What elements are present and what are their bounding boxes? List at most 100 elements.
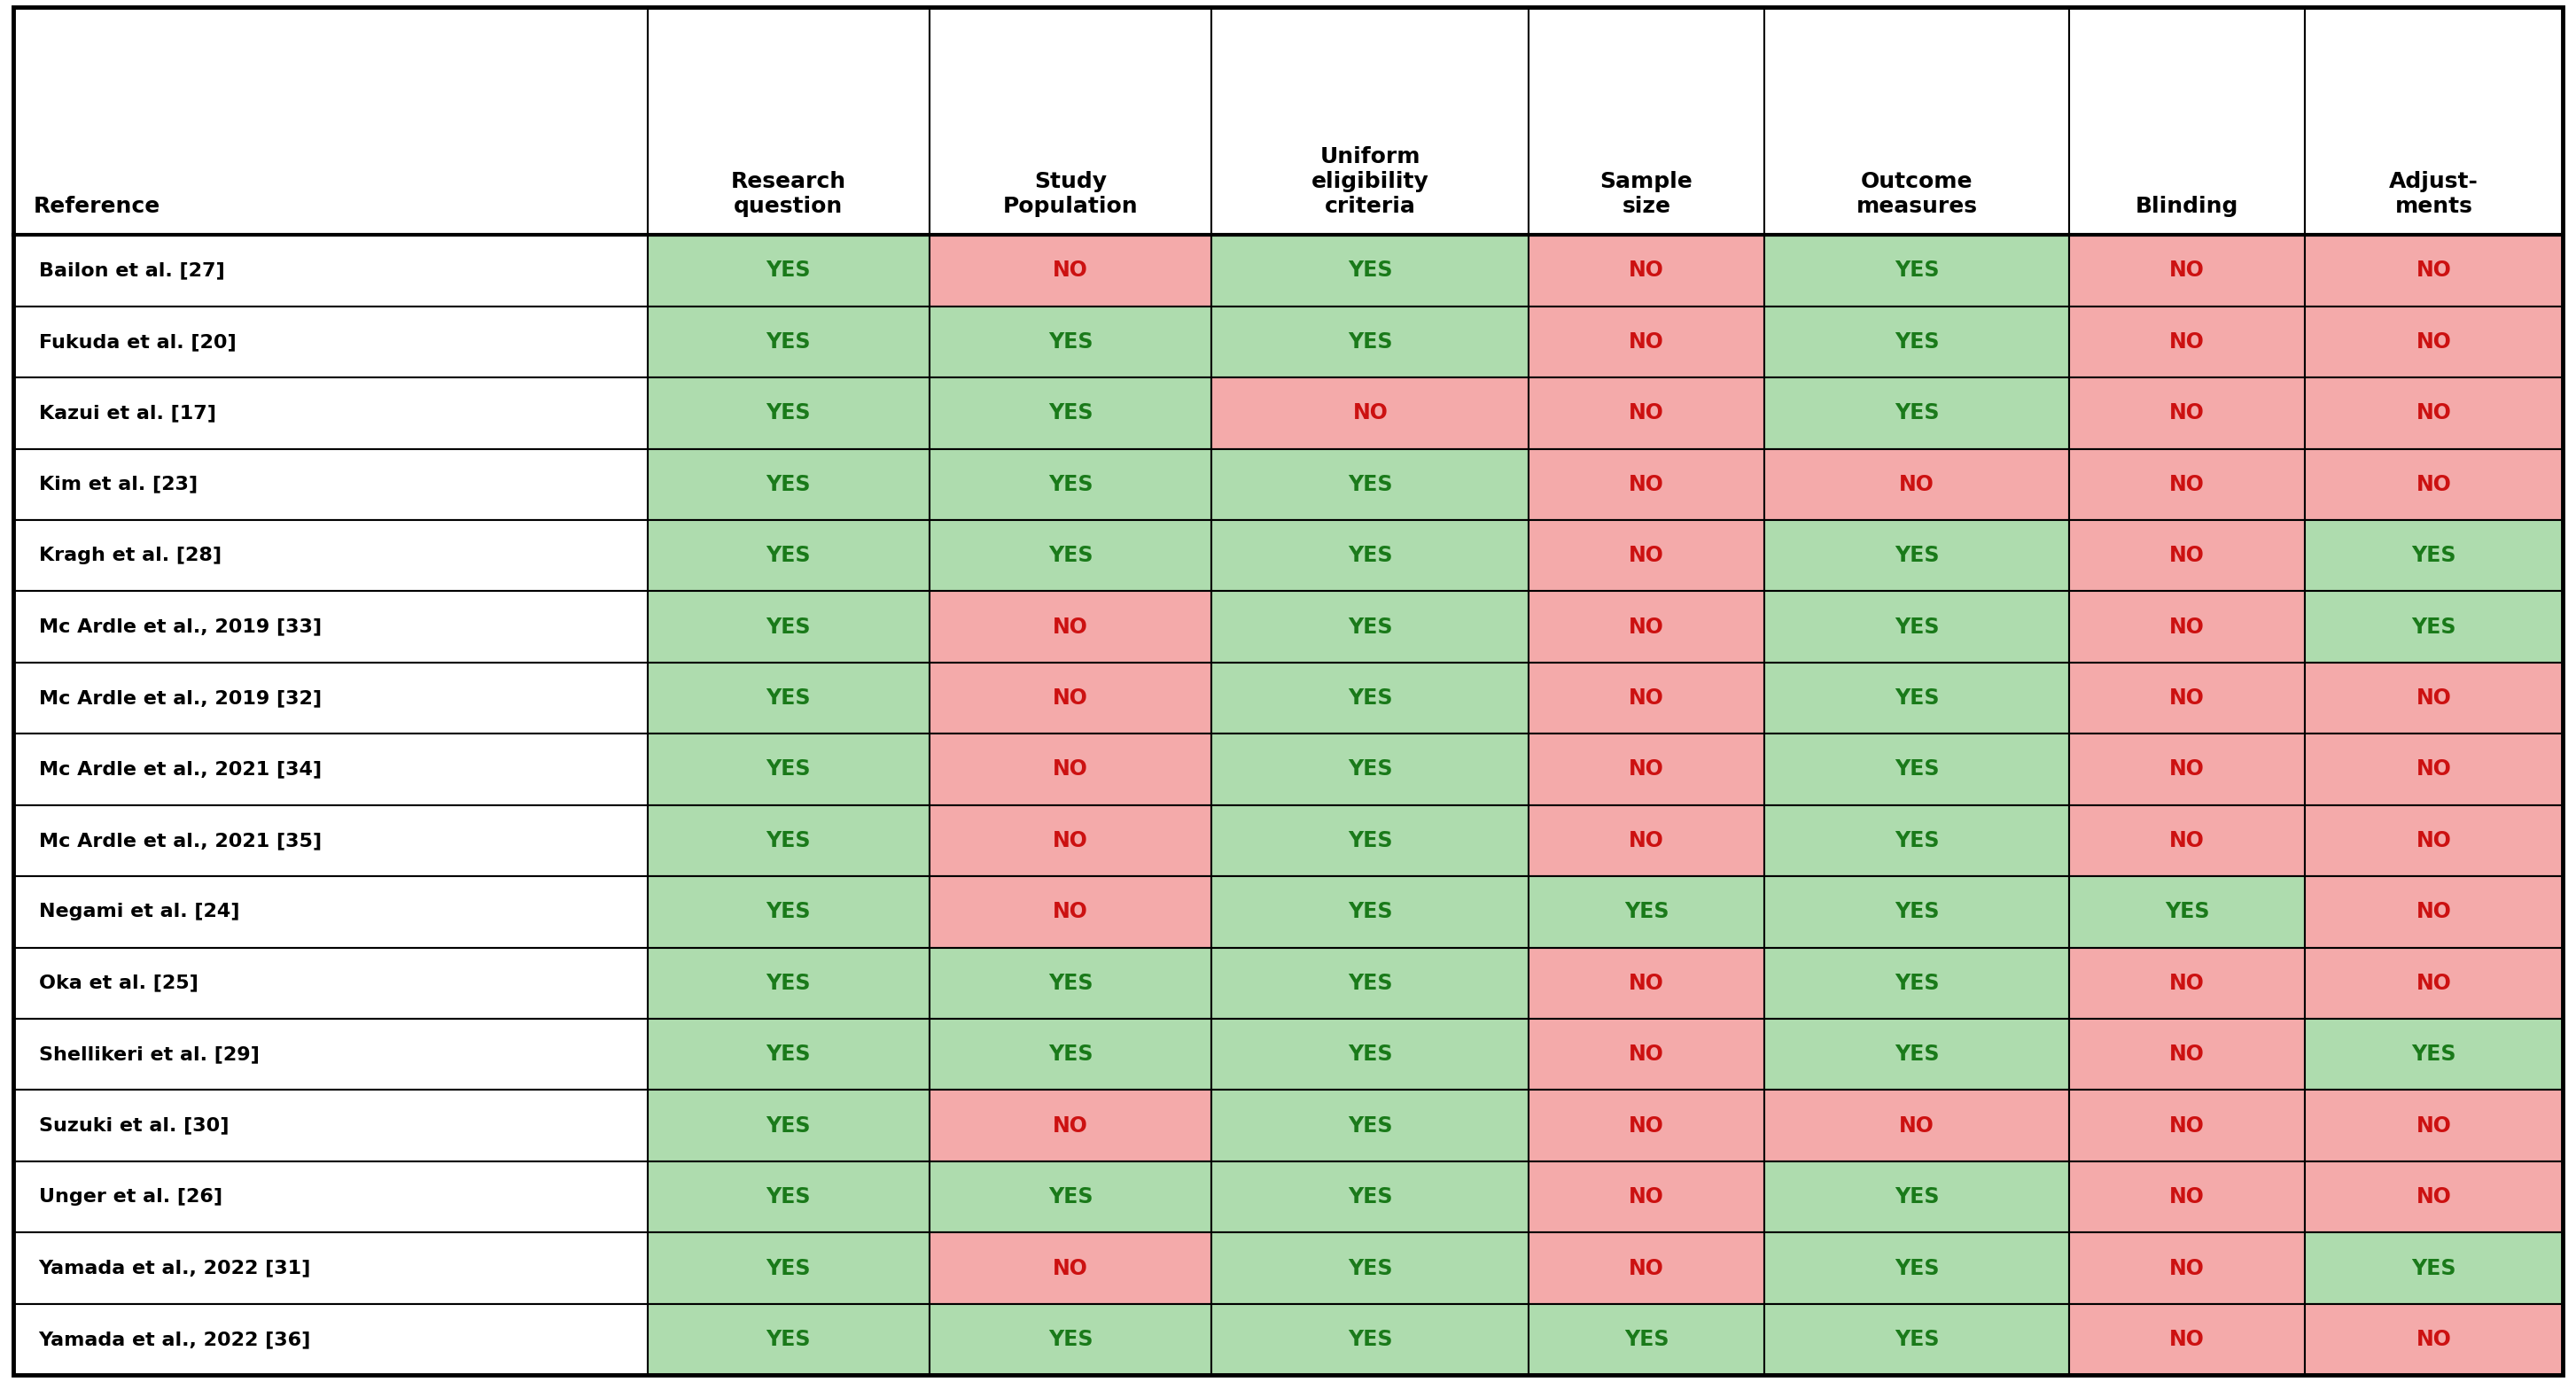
Text: YES: YES <box>1347 831 1394 851</box>
Bar <box>2306 1090 2563 1161</box>
Bar <box>1211 591 1530 662</box>
Text: YES: YES <box>1893 1258 1940 1278</box>
Bar <box>2306 591 2563 662</box>
Text: NO: NO <box>2416 1329 2452 1350</box>
Bar <box>1211 1303 1530 1375</box>
Text: NO: NO <box>2169 831 2205 851</box>
Bar <box>1211 1233 1530 1303</box>
Bar <box>930 377 1211 449</box>
Bar <box>647 7 930 235</box>
Text: YES: YES <box>765 1043 811 1066</box>
Text: Mc Ardle et al., 2019 [33]: Mc Ardle et al., 2019 [33] <box>39 618 322 636</box>
Bar <box>1530 1090 1765 1161</box>
Bar <box>2306 235 2563 307</box>
Text: NO: NO <box>2416 1186 2452 1208</box>
Text: YES: YES <box>765 831 811 851</box>
Bar <box>930 520 1211 591</box>
Bar <box>1211 307 1530 377</box>
Text: NO: NO <box>1628 474 1664 495</box>
Bar <box>647 1019 930 1090</box>
Bar <box>2306 806 2563 876</box>
Text: YES: YES <box>765 1115 811 1136</box>
Text: YES: YES <box>1347 545 1394 567</box>
Bar <box>13 7 647 235</box>
Bar <box>930 806 1211 876</box>
Bar <box>1530 1161 1765 1233</box>
Text: Adjust-
ments: Adjust- ments <box>2388 171 2478 217</box>
Bar <box>1530 307 1765 377</box>
Bar <box>2306 876 2563 948</box>
Text: Bailon et al. [27]: Bailon et al. [27] <box>39 261 224 279</box>
Bar <box>2306 1019 2563 1090</box>
Bar <box>1530 520 1765 591</box>
Bar <box>2069 734 2306 806</box>
Text: NO: NO <box>2416 402 2452 424</box>
Bar <box>1765 806 2069 876</box>
Text: YES: YES <box>765 332 811 352</box>
Text: NO: NO <box>2416 831 2452 851</box>
Bar <box>1211 449 1530 520</box>
Text: YES: YES <box>1347 759 1394 779</box>
Bar <box>647 520 930 591</box>
Text: YES: YES <box>765 474 811 495</box>
Bar <box>1211 377 1530 449</box>
Text: NO: NO <box>1628 1186 1664 1208</box>
Text: Fukuda et al. [20]: Fukuda et al. [20] <box>39 333 237 351</box>
Text: YES: YES <box>1048 1329 1092 1350</box>
Text: Shellikeri et al. [29]: Shellikeri et al. [29] <box>39 1046 260 1063</box>
Text: Blinding: Blinding <box>2136 196 2239 217</box>
Text: NO: NO <box>2169 1186 2205 1208</box>
Bar <box>930 1090 1211 1161</box>
Bar <box>1211 1161 1530 1233</box>
Bar <box>1530 1019 1765 1090</box>
Bar <box>930 1303 1211 1375</box>
Bar <box>1765 1161 2069 1233</box>
Text: NO: NO <box>2416 260 2452 281</box>
Text: YES: YES <box>1347 616 1394 637</box>
Bar <box>2069 7 2306 235</box>
Text: YES: YES <box>2411 545 2458 567</box>
Text: YES: YES <box>2164 901 2210 923</box>
Bar <box>930 876 1211 948</box>
Text: NO: NO <box>1628 831 1664 851</box>
Bar <box>2069 1019 2306 1090</box>
Text: NO: NO <box>2169 474 2205 495</box>
Text: YES: YES <box>765 687 811 709</box>
Text: YES: YES <box>1893 973 1940 994</box>
Bar <box>1530 1233 1765 1303</box>
Bar <box>13 1303 647 1375</box>
Text: NO: NO <box>2416 759 2452 779</box>
Text: YES: YES <box>1048 1186 1092 1208</box>
Bar <box>1530 734 1765 806</box>
Text: NO: NO <box>1054 831 1087 851</box>
Bar <box>930 1161 1211 1233</box>
Text: NO: NO <box>1054 260 1087 281</box>
Bar <box>2306 1161 2563 1233</box>
Text: Reference: Reference <box>33 196 160 217</box>
Text: NO: NO <box>1628 402 1664 424</box>
Text: YES: YES <box>765 1258 811 1278</box>
Bar <box>930 449 1211 520</box>
Bar <box>930 1233 1211 1303</box>
Bar <box>647 591 930 662</box>
Text: NO: NO <box>2169 260 2205 281</box>
Text: NO: NO <box>1628 260 1664 281</box>
Bar <box>647 876 930 948</box>
Text: NO: NO <box>1054 1115 1087 1136</box>
Bar <box>13 1161 647 1233</box>
Bar <box>1211 662 1530 734</box>
Text: NO: NO <box>1054 687 1087 709</box>
Text: YES: YES <box>1893 1043 1940 1066</box>
Text: YES: YES <box>2411 1043 2458 1066</box>
Bar <box>2306 734 2563 806</box>
Bar <box>1765 1090 2069 1161</box>
Bar <box>1765 235 2069 307</box>
Bar <box>13 662 647 734</box>
Bar <box>930 591 1211 662</box>
Text: Kazui et al. [17]: Kazui et al. [17] <box>39 404 216 422</box>
Bar <box>13 1019 647 1090</box>
Bar <box>1765 449 2069 520</box>
Bar <box>1765 948 2069 1019</box>
Text: Research
question: Research question <box>732 171 845 217</box>
Text: Unger et al. [26]: Unger et al. [26] <box>39 1189 222 1206</box>
